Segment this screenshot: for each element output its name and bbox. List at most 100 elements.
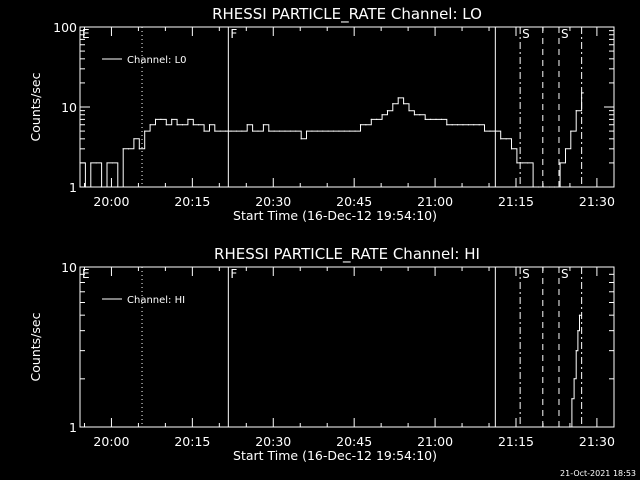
data-point <box>300 138 302 140</box>
data-point <box>516 162 518 164</box>
data-point <box>100 186 103 188</box>
data-point <box>370 118 372 120</box>
legend-label: Channel: L0 <box>127 55 187 66</box>
y-tick-label: 10 <box>61 260 77 275</box>
data-point <box>106 162 108 164</box>
data-point <box>349 130 351 132</box>
data-point <box>386 110 389 112</box>
data-point <box>117 186 119 188</box>
data-point <box>111 162 113 164</box>
data-point <box>219 130 221 132</box>
data-point <box>225 130 227 132</box>
data-point <box>322 130 324 132</box>
data-point <box>446 124 448 126</box>
data-point <box>435 118 437 120</box>
x-tick-label: 20:00 <box>93 434 129 449</box>
y-axis-label: Counts/sec <box>28 72 43 141</box>
data-point <box>570 130 572 132</box>
data-point <box>273 130 275 132</box>
x-tick-label: 21:00 <box>417 194 453 209</box>
data-point <box>241 130 243 132</box>
x-tick-label: 20:45 <box>336 434 372 449</box>
data-point <box>187 118 189 120</box>
data-point <box>543 186 545 188</box>
data-point <box>548 186 550 188</box>
data-point <box>537 186 540 188</box>
data-point <box>494 130 496 132</box>
data-point <box>397 97 399 99</box>
data-point <box>214 130 216 132</box>
series-line <box>569 314 582 428</box>
chart-title: RHESSI PARTICLE_RATE Channel: LO <box>212 5 482 24</box>
x-tick-label: 20:15 <box>174 434 210 449</box>
data-point <box>230 130 232 132</box>
chart-panel-2: RHESSI PARTICLE_RATE Channel: HI Counts/s… <box>28 245 615 463</box>
x-tick-label: 20:00 <box>93 194 129 209</box>
data-point <box>305 130 308 132</box>
data-point <box>208 124 211 126</box>
series-line <box>80 92 584 188</box>
data-point <box>440 118 442 120</box>
x-tick-label: 20:30 <box>255 434 291 449</box>
data-point <box>419 114 421 116</box>
x-tick-label: 21:15 <box>498 194 534 209</box>
data-point <box>467 124 469 126</box>
event-marker-label: E <box>82 27 90 41</box>
data-point <box>381 114 383 116</box>
data-point <box>365 124 367 126</box>
data-point <box>462 124 464 126</box>
data-point <box>90 162 92 164</box>
data-point <box>171 118 173 120</box>
data-point <box>95 162 97 164</box>
data-point <box>327 130 329 132</box>
data-point <box>505 138 507 140</box>
data-point <box>262 124 264 126</box>
x-axis-label: Start Time (16-Dec-12 19:54:10) <box>233 448 437 463</box>
x-tick-label: 20:15 <box>174 194 210 209</box>
data-point <box>138 148 140 150</box>
data-point <box>489 130 491 132</box>
plot-frame <box>79 266 615 428</box>
data-point <box>376 118 378 120</box>
data-point <box>581 92 583 94</box>
data-point <box>343 130 345 132</box>
y-tick-label: 10 <box>61 100 77 115</box>
data-point <box>284 130 286 132</box>
data-point <box>500 138 502 140</box>
data-point <box>278 130 281 132</box>
data-point <box>235 130 238 132</box>
data-point <box>295 130 297 132</box>
data-point <box>575 110 577 112</box>
event-marker-label: S <box>522 267 530 281</box>
data-point <box>84 186 86 188</box>
data-point <box>176 124 178 126</box>
data-point <box>456 124 459 126</box>
data-point <box>569 426 571 428</box>
x-axis-label: Start Time (16-Dec-12 19:54:10) <box>233 208 437 223</box>
data-point <box>527 162 529 164</box>
data-point <box>483 130 486 132</box>
data-point <box>578 314 581 316</box>
data-point <box>246 124 248 126</box>
data-point <box>559 162 561 164</box>
legend-label: Channel: HI <box>127 295 185 306</box>
data-point <box>408 110 410 112</box>
data-point <box>332 130 335 132</box>
data-point <box>154 118 157 120</box>
data-point <box>79 162 81 164</box>
event-marker-label: F <box>230 267 237 281</box>
y-tick-label: 100 <box>53 20 77 35</box>
data-point <box>192 124 194 126</box>
data-point <box>571 398 573 400</box>
data-point <box>122 148 124 150</box>
data-point <box>521 162 523 164</box>
data-point <box>359 124 362 126</box>
event-marker-label: S <box>561 267 569 281</box>
y-tick-label: 1 <box>69 420 77 435</box>
data-point <box>473 124 475 126</box>
chart-title: RHESSI PARTICLE_RATE Channel: HI <box>214 245 480 264</box>
data-point <box>430 118 432 120</box>
data-point <box>354 130 356 132</box>
data-point <box>268 130 270 132</box>
